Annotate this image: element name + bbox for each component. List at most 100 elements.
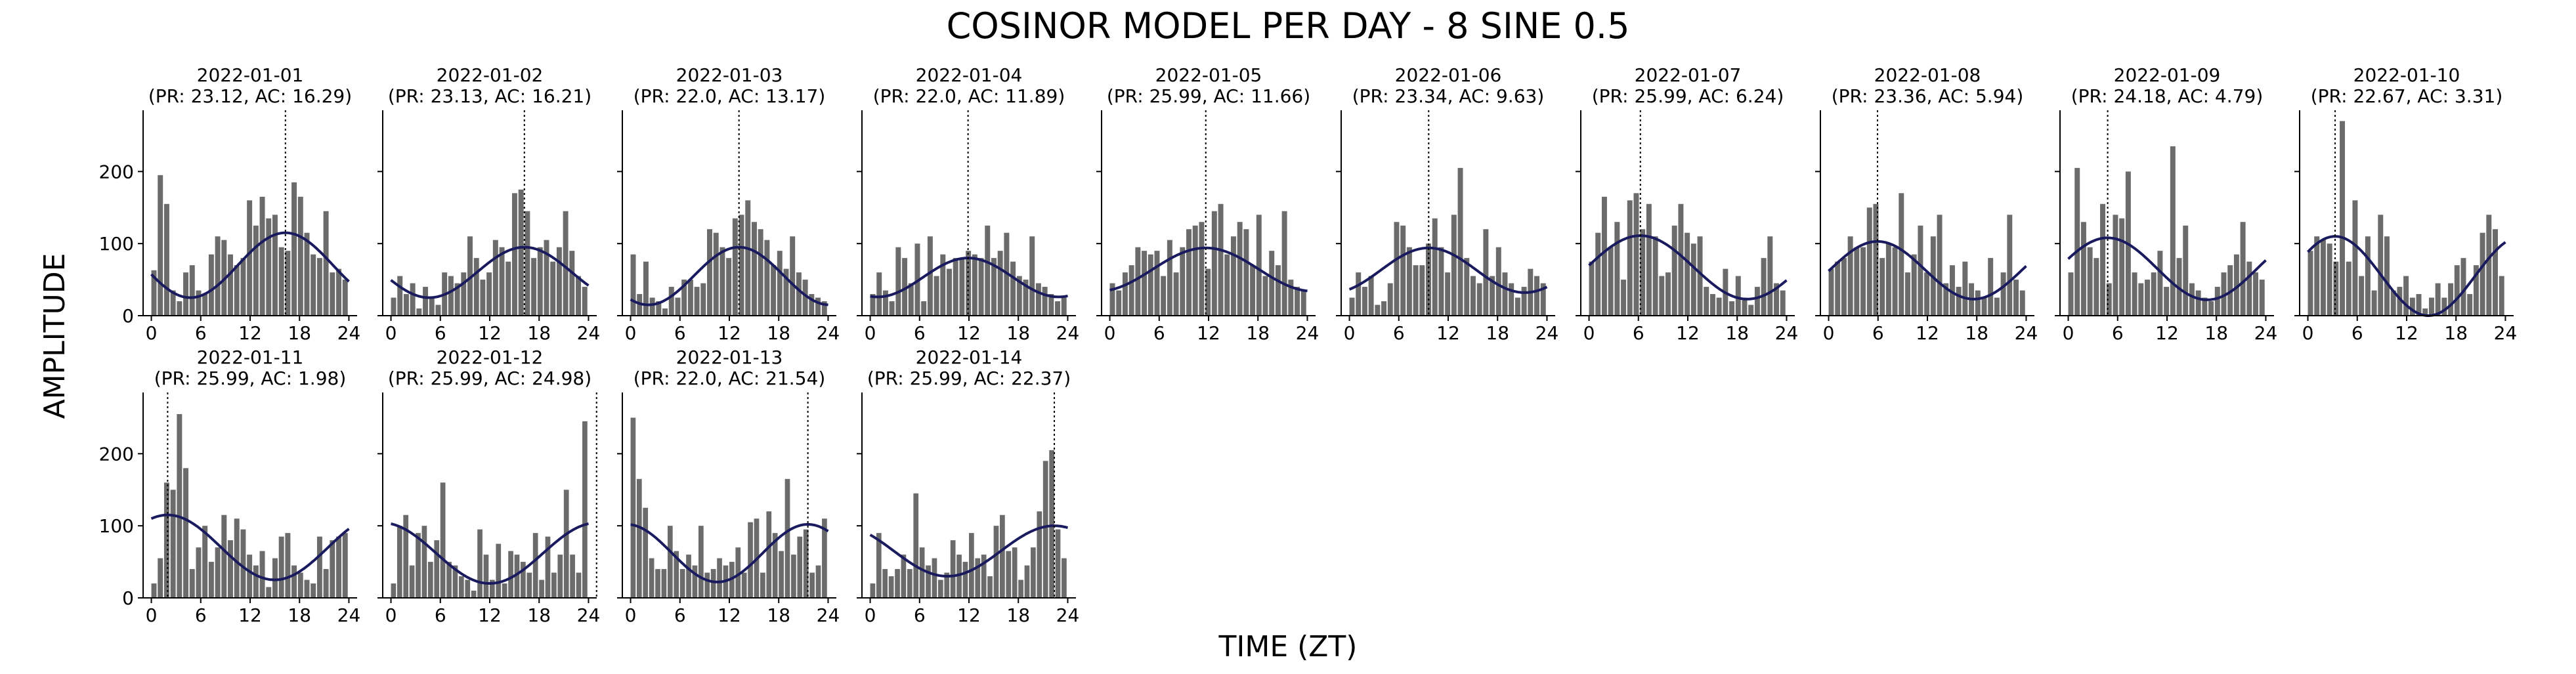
figure-title: COSINOR MODEL PER DAY - 8 SINE 0.5 bbox=[947, 5, 1630, 47]
bar bbox=[655, 569, 660, 598]
bar bbox=[1665, 272, 1671, 316]
bar bbox=[1016, 276, 1022, 316]
bar bbox=[416, 533, 421, 598]
x-tick-label: 6 bbox=[914, 604, 926, 626]
bar bbox=[1949, 265, 1955, 316]
bar bbox=[208, 254, 214, 316]
bar bbox=[1154, 251, 1160, 316]
bar bbox=[427, 562, 433, 598]
bar bbox=[2246, 261, 2252, 316]
bar bbox=[409, 565, 415, 598]
bar bbox=[1956, 287, 1962, 316]
x-tick-label: 6 bbox=[195, 604, 207, 626]
bar bbox=[766, 511, 772, 598]
bar bbox=[1774, 283, 1780, 316]
bar bbox=[291, 182, 297, 316]
bar bbox=[888, 576, 894, 598]
bar bbox=[1300, 290, 1306, 316]
bar bbox=[1281, 211, 1287, 316]
bar bbox=[391, 583, 397, 598]
cosinor-fit-line bbox=[630, 245, 828, 306]
bar bbox=[2189, 283, 2195, 316]
bar bbox=[876, 533, 882, 598]
bar bbox=[1975, 290, 1981, 316]
bar bbox=[1356, 272, 1362, 316]
bar bbox=[1349, 297, 1355, 316]
bar bbox=[947, 268, 952, 316]
cosinor-fit-line bbox=[1109, 246, 1308, 293]
x-tick-label: 6 bbox=[914, 322, 926, 344]
bar bbox=[1010, 261, 1016, 316]
bar bbox=[783, 268, 789, 316]
panel-period-acrophase: (PR: 25.99, AC: 11.66) bbox=[1107, 85, 1310, 107]
panel-period-acrophase: (PR: 23.36, AC: 5.94) bbox=[1832, 85, 2024, 107]
bar bbox=[1464, 258, 1470, 316]
bar bbox=[304, 579, 310, 598]
panel-2022-01-07: 2022-01-07(PR: 25.99, AC: 6.24) 0 6 12 18 24 bbox=[1576, 64, 1798, 344]
bar bbox=[467, 236, 473, 316]
x-tick-label: 6 bbox=[195, 322, 207, 344]
x-tick-label: 24 bbox=[577, 322, 601, 344]
panel-period-acrophase: (PR: 25.99, AC: 6.24) bbox=[1592, 85, 1784, 107]
bar bbox=[1049, 450, 1054, 598]
panel-2022-01-11: 2022-01-11(PR: 25.99, AC: 1.98) 0 6 12 18 24 0… bbox=[99, 347, 361, 626]
bar bbox=[675, 297, 681, 316]
bar bbox=[987, 576, 993, 598]
bar bbox=[630, 254, 636, 316]
bar bbox=[272, 215, 278, 316]
panel-period-acrophase: (PR: 22.0, AC: 13.17) bbox=[633, 85, 826, 107]
bar bbox=[760, 572, 765, 598]
bar bbox=[1729, 301, 1735, 316]
bar bbox=[1621, 280, 1627, 316]
panel-date: 2022-01-09 bbox=[2114, 64, 2221, 86]
bar bbox=[391, 297, 397, 316]
bar bbox=[796, 272, 802, 316]
bar bbox=[311, 254, 316, 316]
panel-2022-01-14: 2022-01-14(PR: 25.99, AC: 22.37) 0 6 12 18 24 bbox=[857, 347, 1079, 626]
bar bbox=[196, 290, 202, 316]
y-tick-label: 100 bbox=[99, 233, 134, 255]
bar bbox=[196, 547, 202, 598]
bar bbox=[440, 482, 446, 598]
bar bbox=[1659, 276, 1665, 316]
bar bbox=[1962, 261, 1968, 316]
x-tick-label: 18 bbox=[288, 322, 311, 344]
bar bbox=[1031, 547, 1036, 598]
bar bbox=[471, 591, 477, 598]
bar bbox=[997, 251, 1003, 316]
bar bbox=[1690, 243, 1696, 316]
bar bbox=[1288, 280, 1294, 316]
bar bbox=[741, 572, 747, 598]
bar bbox=[461, 272, 467, 316]
bar bbox=[2106, 283, 2112, 316]
bar bbox=[2320, 240, 2326, 316]
bar bbox=[2352, 200, 2358, 316]
bar bbox=[870, 583, 876, 598]
bar bbox=[1589, 261, 1595, 316]
y-tick-label: 0 bbox=[122, 305, 134, 327]
bar bbox=[2308, 251, 2313, 316]
bar bbox=[183, 272, 189, 316]
bar bbox=[972, 254, 977, 316]
bar bbox=[791, 555, 796, 598]
bar bbox=[1514, 297, 1520, 316]
bar bbox=[1780, 290, 1786, 316]
bar bbox=[1476, 283, 1482, 316]
bar bbox=[1451, 215, 1457, 316]
bar bbox=[679, 569, 685, 598]
bar bbox=[944, 572, 950, 598]
x-tick-label: 6 bbox=[2112, 322, 2124, 344]
bar bbox=[253, 565, 259, 598]
bar bbox=[797, 536, 803, 598]
bar bbox=[397, 276, 403, 316]
panel-period-acrophase: (PR: 23.12, AC: 16.29) bbox=[148, 85, 352, 107]
panel-period-acrophase: (PR: 23.13, AC: 16.21) bbox=[388, 85, 591, 107]
bar bbox=[316, 258, 322, 316]
bar bbox=[2113, 215, 2118, 316]
bar bbox=[2486, 215, 2492, 316]
cosinor-fit-line bbox=[2067, 236, 2267, 301]
bar bbox=[526, 572, 532, 598]
x-tick-label: 6 bbox=[435, 322, 446, 344]
bar bbox=[907, 569, 912, 598]
